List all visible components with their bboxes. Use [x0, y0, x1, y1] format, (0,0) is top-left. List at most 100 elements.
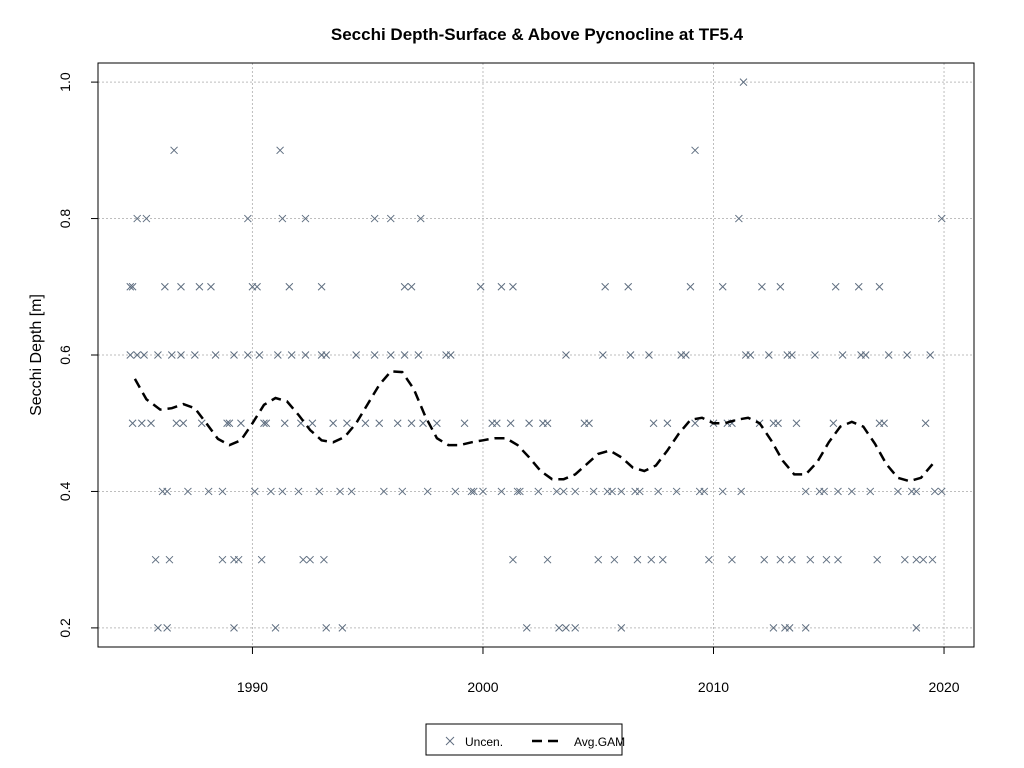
data-point [451, 487, 460, 496]
data-point [760, 555, 769, 564]
data-point [370, 351, 379, 359]
data-point [243, 214, 252, 223]
data-point [347, 487, 356, 496]
data-point [900, 555, 909, 564]
data-point [154, 351, 162, 359]
legend-box [425, 723, 623, 756]
data-point [338, 624, 347, 632]
data-point [137, 419, 146, 428]
data-point [285, 282, 294, 291]
data-point [160, 282, 169, 291]
data-point [785, 624, 794, 632]
data-point [884, 351, 893, 359]
data-point [838, 351, 847, 359]
data-point [476, 282, 485, 291]
data-point [658, 555, 667, 564]
data-point [912, 555, 921, 564]
data-point [375, 419, 384, 428]
data-point [834, 487, 842, 496]
data-point [336, 487, 344, 496]
data-point [555, 624, 563, 632]
data-point [571, 487, 580, 496]
legend-gam-label: Avg.GAM [574, 735, 625, 749]
data-point [834, 555, 842, 564]
data-point [792, 419, 801, 428]
data-point [423, 487, 432, 496]
data-point [937, 214, 946, 223]
data-point [928, 555, 937, 564]
x-tick-label: 2020 [928, 679, 959, 695]
data-point [386, 214, 395, 223]
data-point [691, 419, 699, 428]
data-point [133, 351, 142, 359]
data-point [128, 282, 137, 291]
data-point [847, 487, 856, 496]
data-point [179, 419, 188, 428]
data-point [880, 419, 888, 428]
data-point [414, 351, 423, 359]
data-point [352, 351, 361, 359]
data-point [163, 624, 172, 632]
data-point [937, 487, 946, 496]
y-axis: 0.2 0.4 0.6 0.8 1.0 [57, 72, 98, 638]
data-point [469, 487, 478, 496]
data-point [197, 419, 206, 428]
data-point [654, 487, 663, 496]
data-point [788, 351, 796, 359]
y-tick-label: 0.8 [57, 209, 73, 229]
data-point [446, 351, 455, 359]
x-axis: 1990 2000 2010 2020 [237, 647, 960, 695]
data-point [271, 624, 280, 632]
data-point [907, 487, 916, 496]
data-point [301, 351, 310, 359]
data-point [273, 351, 282, 359]
data-point [140, 351, 148, 359]
data-point [601, 282, 610, 291]
data-point [705, 555, 713, 564]
data-point [218, 487, 227, 496]
data-point [562, 351, 570, 359]
grid-lines [98, 63, 974, 647]
data-point [158, 487, 167, 496]
data-point [539, 419, 547, 428]
data-point [276, 146, 284, 155]
data-point [225, 419, 234, 428]
data-point [769, 624, 778, 632]
data-point [195, 282, 204, 291]
data-point [930, 487, 939, 496]
data-point [509, 555, 517, 564]
data-point [718, 282, 727, 291]
data-point [407, 419, 416, 428]
data-point [379, 487, 388, 496]
data-point [686, 282, 695, 291]
data-point [875, 282, 884, 291]
data-point [317, 282, 326, 291]
data-point [728, 555, 736, 564]
data-point [631, 487, 639, 496]
data-point [559, 487, 568, 496]
data-point [737, 487, 746, 496]
data-point [416, 214, 425, 223]
data-point [308, 419, 317, 428]
y-tick-label: 0.4 [57, 482, 73, 502]
data-point [306, 555, 314, 564]
data-point [147, 419, 155, 428]
data-point [407, 282, 416, 291]
data-point [894, 487, 902, 496]
data-point [492, 419, 501, 428]
data-point [866, 487, 875, 496]
data-point [769, 419, 778, 428]
data-point [739, 78, 748, 86]
data-point [811, 351, 819, 359]
data-point [262, 419, 271, 428]
data-point [589, 487, 598, 496]
data-point [177, 282, 185, 291]
data-point [497, 487, 506, 496]
data-point [552, 487, 561, 496]
data-point [230, 555, 238, 564]
data-point [253, 282, 261, 291]
data-point [170, 146, 178, 155]
data-point [167, 351, 176, 359]
data-point [329, 419, 337, 428]
data-point [831, 282, 840, 291]
